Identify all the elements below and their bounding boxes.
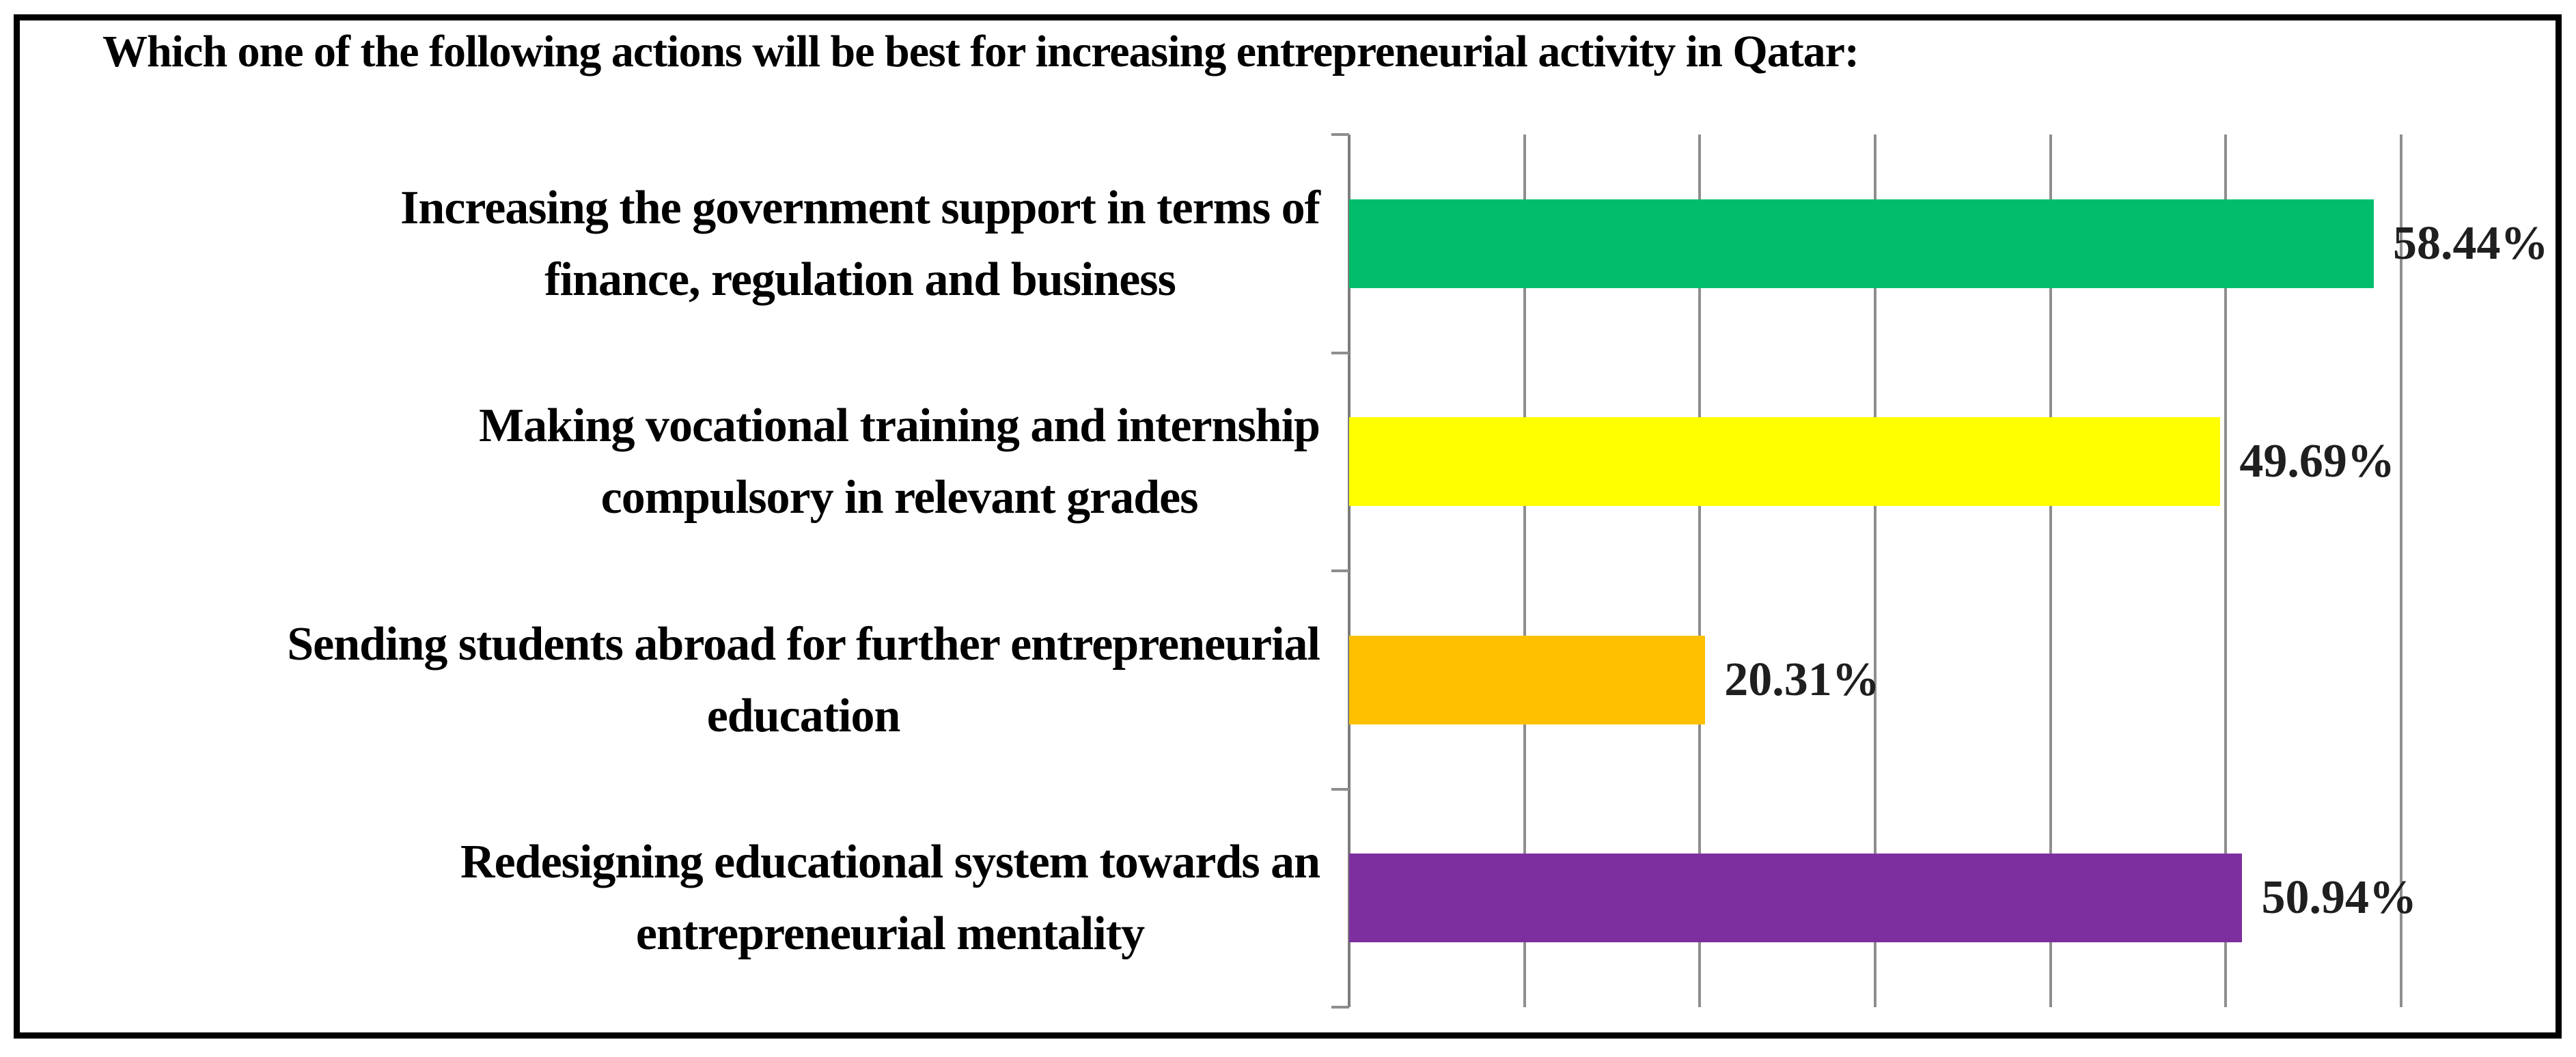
gridline-10 <box>1523 135 1526 1007</box>
gridline-50 <box>2224 135 2228 1007</box>
category-label-2: Making vocational training and internshi… <box>479 399 1320 524</box>
bar-4 <box>1349 854 2243 943</box>
chart-title: Which one of the following actions will … <box>102 27 1859 76</box>
category-axis-tick <box>1331 1006 1349 1009</box>
category-axis-labels: Increasing the government support in ter… <box>68 135 1320 1007</box>
chart-outer-border <box>14 14 2562 1039</box>
category-axis-tick <box>1331 569 1349 572</box>
category-label-4: Redesigning educational system towards a… <box>460 836 1320 961</box>
plot-area: 58.44% 49.69% 20.31% 50.94% <box>1331 133 2548 1009</box>
bar-2 <box>1349 417 2221 507</box>
bar-value-label-1: 58.44% <box>2392 216 2549 270</box>
category-label-row-1: Increasing the government support in ter… <box>68 135 1320 353</box>
category-axis-tick <box>1331 351 1349 354</box>
gridline-20 <box>1698 135 1702 1007</box>
bar-3 <box>1349 635 1706 724</box>
gridline-40 <box>2049 135 2052 1007</box>
value-axis-line <box>1348 135 1351 1007</box>
category-label-1: Increasing the government support in ter… <box>400 181 1320 306</box>
category-label-row-4: Redesigning educational system towards a… <box>68 789 1320 1008</box>
category-axis-tick <box>1331 787 1349 791</box>
bar-1 <box>1349 199 2374 288</box>
bar-value-label-4: 50.94% <box>2261 871 2417 925</box>
category-label-row-3: Sending students abroad for further entr… <box>68 571 1320 789</box>
category-label-row-2: Making vocational training and internshi… <box>68 353 1320 572</box>
category-axis-tick <box>1331 133 1349 136</box>
gridline-60 <box>2400 135 2402 1007</box>
gridline-30 <box>1874 135 1876 1007</box>
bar-value-label-2: 49.69% <box>2239 435 2395 488</box>
category-label-3: Sending students abroad for further entr… <box>287 617 1320 742</box>
bar-value-label-3: 20.31% <box>1724 653 1880 706</box>
